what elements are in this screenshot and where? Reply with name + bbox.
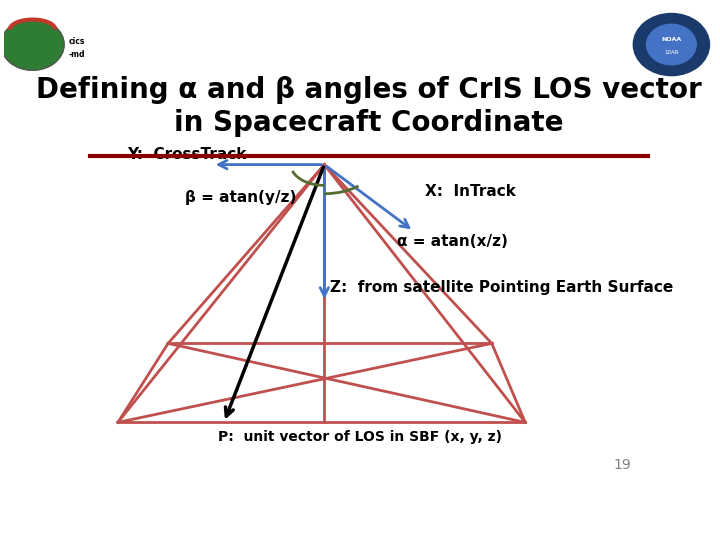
Text: -md: -md: [68, 50, 85, 59]
Text: X:  InTrack: X: InTrack: [425, 184, 516, 199]
Text: Z:  from satellite Pointing Earth Surface: Z: from satellite Pointing Earth Surface: [330, 280, 673, 295]
Text: Y:  CrossTrack: Y: CrossTrack: [127, 147, 246, 161]
Text: Defining α and β angles of CrIS LOS vector
in Spacecraft Coordinate: Defining α and β angles of CrIS LOS vect…: [36, 76, 702, 137]
Text: 10AR: 10AR: [664, 50, 679, 55]
Circle shape: [634, 14, 709, 76]
Text: 19: 19: [613, 458, 631, 472]
Text: NOAA: NOAA: [661, 37, 682, 42]
Text: α = atan(x/z): α = atan(x/z): [397, 234, 508, 249]
Circle shape: [647, 24, 696, 65]
Text: cics: cics: [68, 37, 84, 46]
Text: β = atan(y/z): β = atan(y/z): [185, 191, 296, 205]
Text: P:  unit vector of LOS in SBF (x, y, z): P: unit vector of LOS in SBF (x, y, z): [218, 430, 503, 444]
Circle shape: [1, 19, 64, 70]
